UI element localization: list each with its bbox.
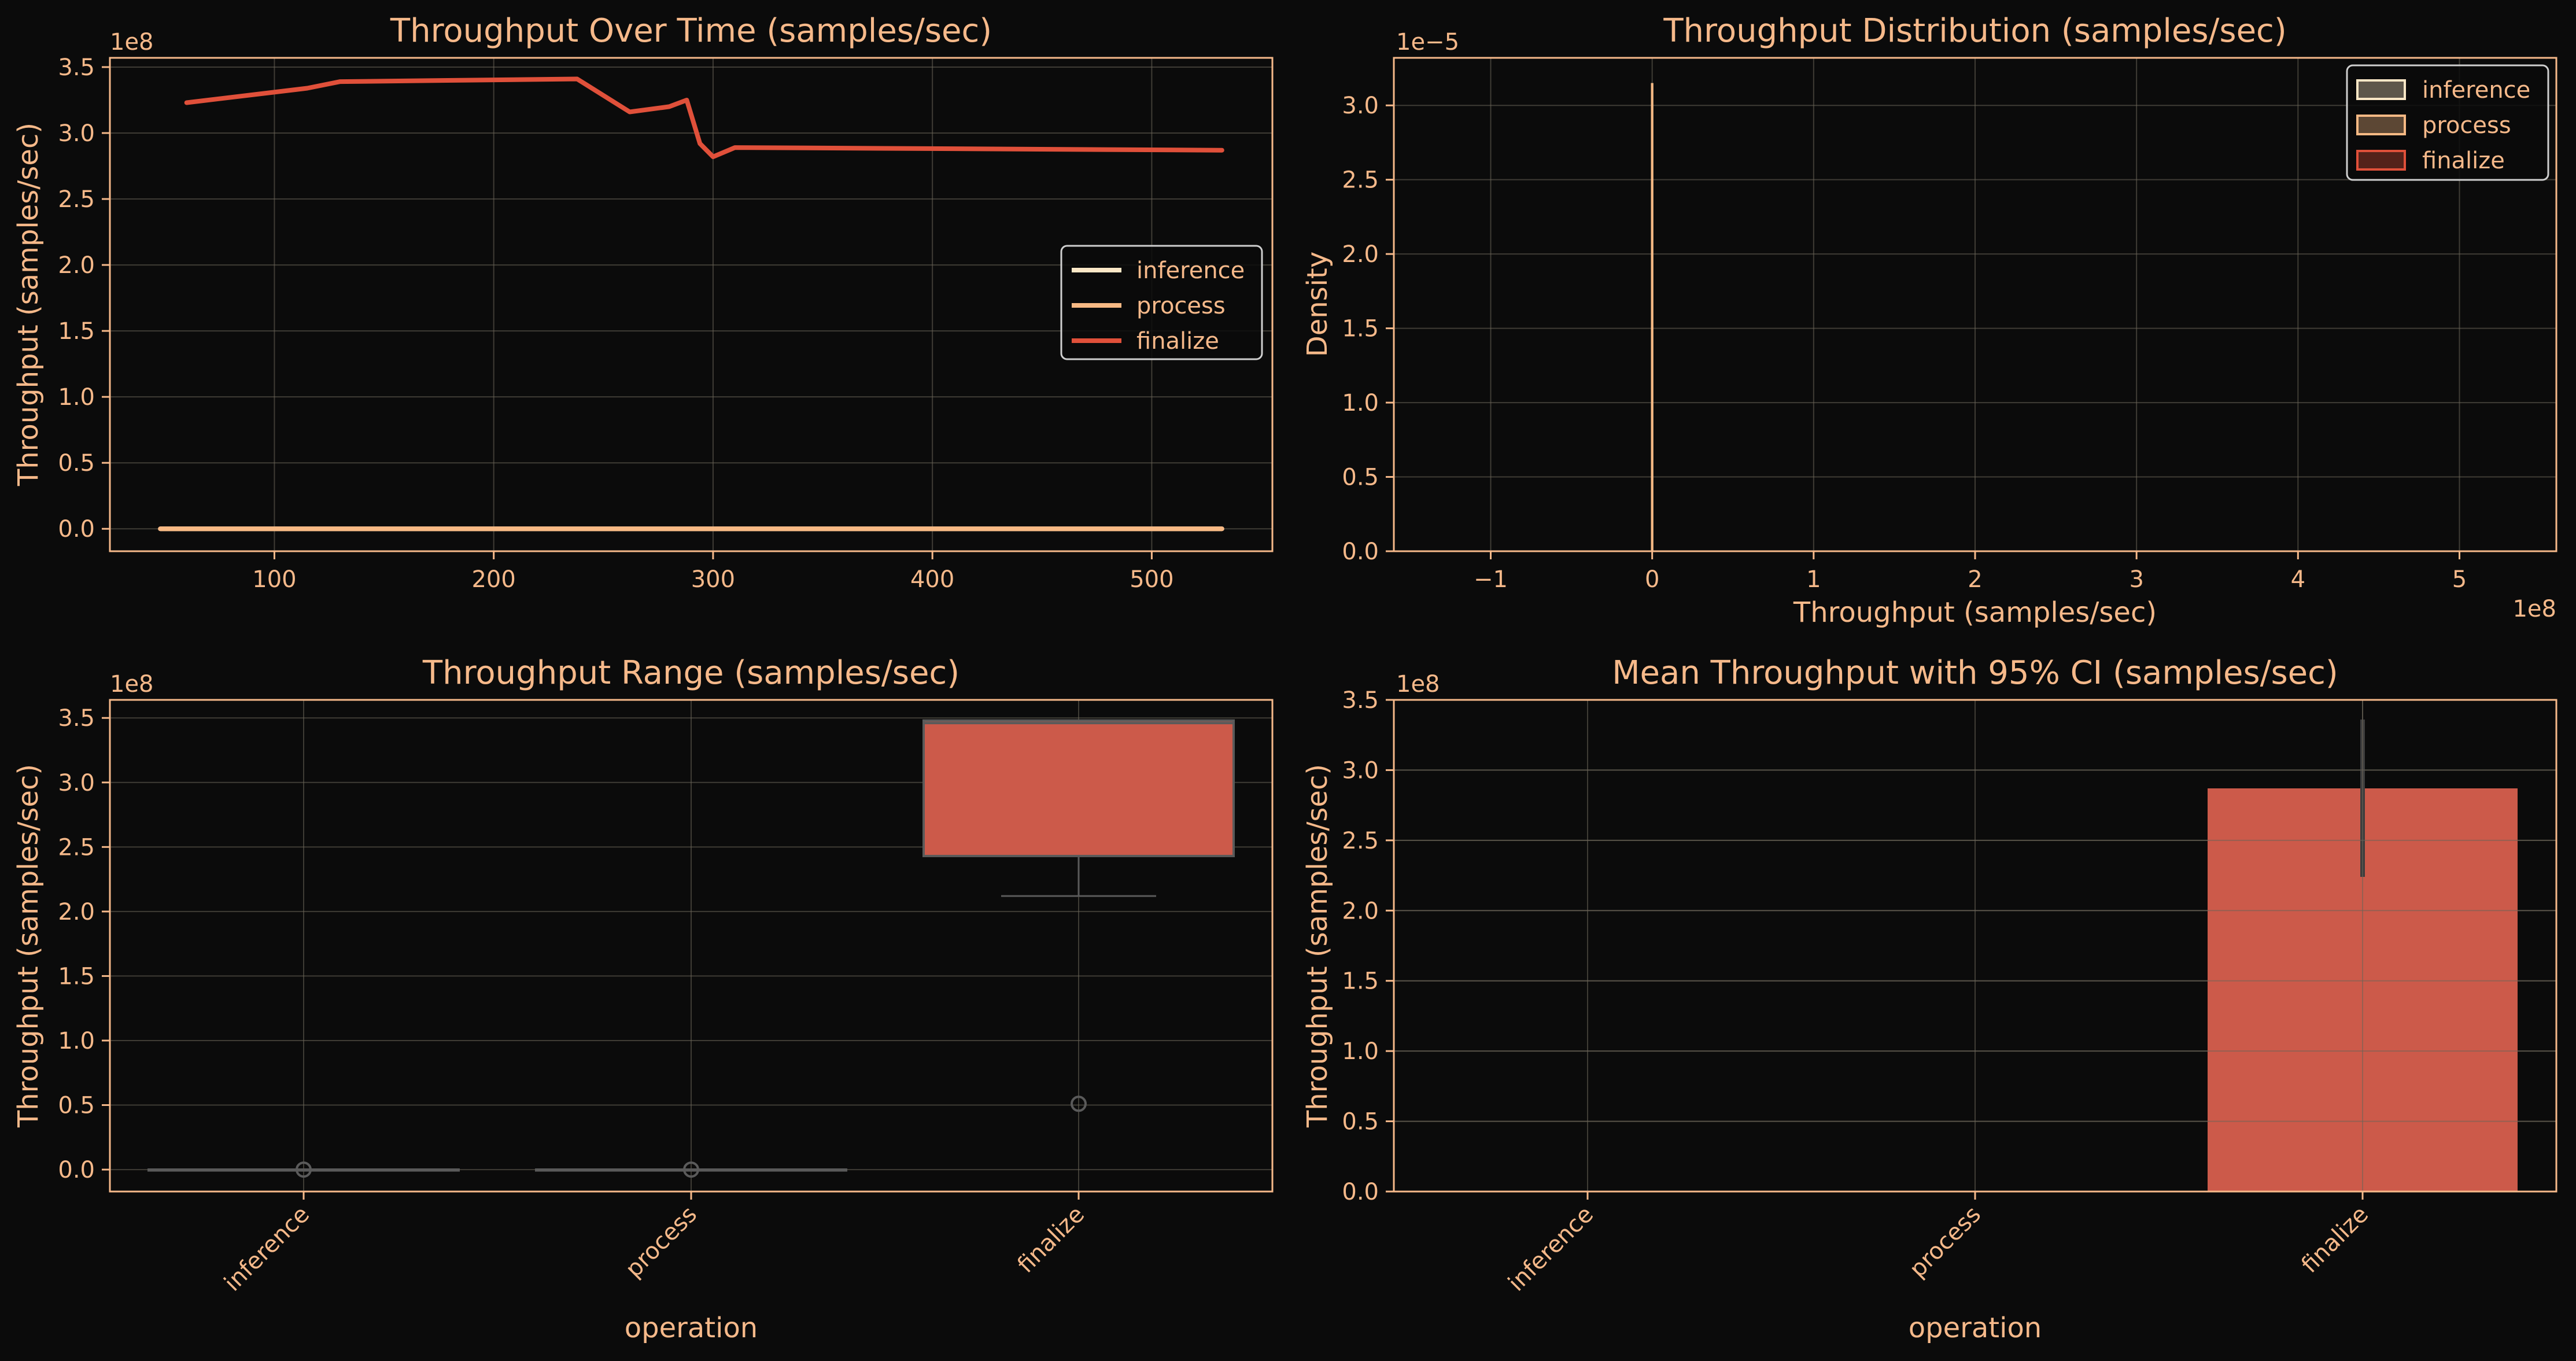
x-axis-label: Throughput (samples/sec): [1793, 596, 2157, 629]
y-tick-label: 2.5: [1342, 167, 1379, 194]
y-tick-label: 0.0: [1342, 539, 1379, 565]
y-offset-label: 1e8: [1396, 671, 1440, 698]
throughput-over-time-panel: 100 200 300 400 5000.00.51.01.52.02.53.03.5 …: [12, 12, 1274, 593]
throughput-distribution-panel: −1 0 1 2 3 4 5 0.0 0.5 1.0 1.5 2.0 2.5 3.0 Throughput…: [1301, 12, 2557, 629]
legend: inference process finalize: [1060, 245, 1263, 360]
x-offset-label: 1e8: [2512, 596, 2556, 622]
y-tick-label: 3.0: [58, 120, 95, 147]
legend-label-process: process: [2422, 112, 2511, 139]
y-tick-label: 1.5: [1342, 316, 1379, 342]
x-tick-label: 500: [1130, 566, 1173, 593]
y-tick-label: 1.0: [58, 384, 95, 411]
legend-swatch-process: [2356, 115, 2406, 135]
x-tick-label: 0: [1645, 566, 1659, 593]
mean-throughput-panel: inference process finalize0.00.51.01.52.02…: [1301, 654, 2557, 1344]
x-axis-label: operation: [1909, 1312, 2042, 1344]
chart-title: Throughput Distribution (samples/sec): [1663, 12, 2286, 50]
legend-label-finalize: finalize: [2422, 147, 2505, 174]
y-offset-label: 1e8: [110, 29, 154, 56]
y-tick-label: 2.5: [58, 834, 95, 861]
x-tick-label: 100: [252, 566, 296, 593]
outlier-point-process: [683, 1161, 699, 1178]
series-line-finalize: [184, 76, 1224, 160]
y-tick-label: 3.5: [1342, 687, 1379, 714]
line-series: [158, 76, 1224, 532]
y-tick-label: 1.5: [1342, 968, 1379, 995]
y-tick-label: 3.5: [58, 705, 95, 732]
y-tick-label: 3.5: [58, 54, 95, 81]
legend-swatch-finalize: [2356, 150, 2406, 171]
x-tick-label: −1: [1474, 566, 1508, 593]
axis-ticks: −1 0 1 2 3 4 5 0.0 0.5 1.0 1.5 2.0 2.5 3.0: [1342, 93, 2467, 593]
legend-frame: [1060, 245, 1263, 360]
y-tick-label: 3.0: [1342, 757, 1379, 784]
y-tick-label: 1.5: [58, 318, 95, 345]
y-tick-label: 2.0: [58, 252, 95, 279]
y-tick-label: 1.0: [58, 1028, 95, 1054]
legend-label-finalize: finalize: [1136, 328, 1219, 355]
y-tick-label: 2.0: [58, 899, 95, 925]
x-tick-label: 200: [471, 566, 515, 593]
outlier-point-finalize: [1071, 1096, 1087, 1112]
x-tick-label: 3: [2129, 566, 2143, 593]
legend-label-inference: inference: [2422, 77, 2530, 104]
box-marks: [147, 719, 1235, 1178]
y-offset-label: 1e8: [110, 671, 154, 698]
x-axis-label: operation: [625, 1312, 758, 1344]
y-tick-label: 0.0: [1342, 1179, 1379, 1205]
axis-ticks: 100 200 300 400 500 0.0 0.5 1.0 1.5 2.0 2.5 3.0 3.5: [58, 54, 1173, 593]
y-tick-label: 1.0: [1342, 1038, 1379, 1065]
legend: inference process finalize: [2346, 64, 2549, 181]
x-tick-label: 2: [1968, 566, 1982, 593]
y-axis-label: Throughput (samples/sec): [1301, 764, 1334, 1128]
y-tick-label: 0.5: [58, 450, 95, 477]
outlier-point-inference: [296, 1161, 312, 1178]
legend-label-inference: inference: [1136, 257, 1245, 284]
y-tick-label: 2.5: [1342, 828, 1379, 854]
y-offset-label: 1e−5: [1396, 29, 1459, 56]
y-tick-label: 1.0: [1342, 390, 1379, 416]
x-tick-label: 4: [2291, 566, 2305, 593]
y-axis-label: Density: [1301, 252, 1334, 357]
legend-swatch-inference: [2356, 79, 2406, 100]
y-tick-label: 2.0: [1342, 241, 1379, 268]
y-tick-label: 0.5: [58, 1093, 95, 1119]
x-tick-label: 1: [1806, 566, 1821, 593]
y-axis-label: Throughput (samples/sec): [12, 764, 45, 1128]
chart-title: Mean Throughput with 95% CI (samples/sec…: [1612, 654, 2338, 692]
y-tick-label: 0.5: [1342, 1109, 1379, 1135]
plot-frame: [109, 57, 1274, 552]
x-tick-label: 5: [2452, 566, 2467, 593]
y-tick-label: 0.5: [1342, 464, 1379, 491]
y-axis-label: Throughput (samples/sec): [12, 123, 45, 486]
chart-title: Throughput Range (samples/sec): [422, 654, 959, 692]
y-tick-label: 1.5: [58, 963, 95, 990]
box-finalize: [922, 719, 1235, 857]
y-tick-label: 0.0: [58, 516, 95, 543]
y-tick-label: 0.0: [58, 1157, 95, 1183]
x-tick-label: 400: [910, 566, 954, 593]
y-tick-label: 2.0: [1342, 898, 1379, 924]
legend-label-process: process: [1136, 293, 1226, 319]
x-tick-label: 300: [691, 566, 735, 593]
y-tick-label: 3.0: [58, 770, 95, 796]
chart-title: Throughput Over Time (samples/sec): [390, 12, 992, 50]
y-tick-label: 2.5: [58, 186, 95, 213]
y-tick-label: 3.0: [1342, 93, 1379, 119]
